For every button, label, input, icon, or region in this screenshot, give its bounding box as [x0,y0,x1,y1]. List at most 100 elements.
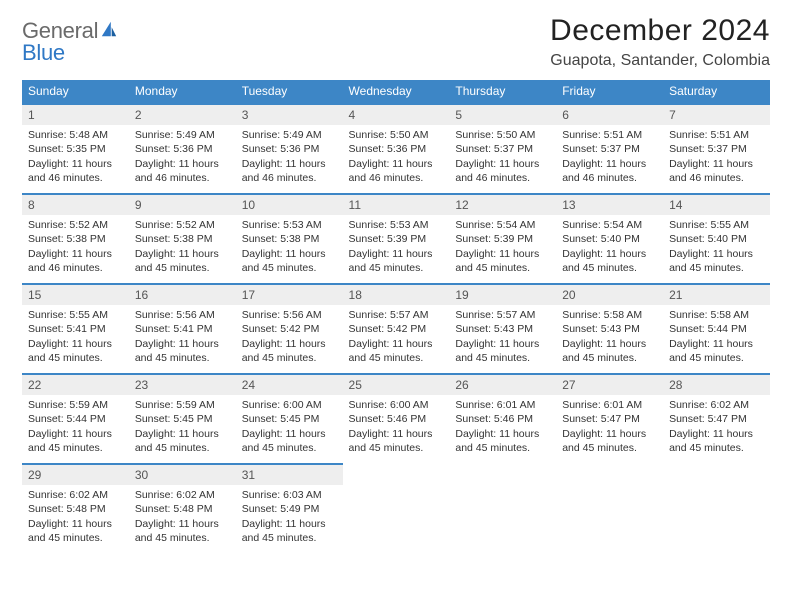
day-number: 6 [556,103,663,125]
sunrise-text: Sunrise: 5:51 AM [669,128,764,142]
day-number: 2 [129,103,236,125]
daylight-text: and 45 minutes. [669,441,764,455]
day-number: 9 [129,193,236,215]
day-body: Sunrise: 5:56 AMSunset: 5:41 PMDaylight:… [129,305,236,369]
calendar-day-cell: 2Sunrise: 5:49 AMSunset: 5:36 PMDaylight… [129,103,236,193]
daylight-text: and 45 minutes. [135,531,230,545]
sunset-text: Sunset: 5:38 PM [135,232,230,246]
daylight-text: and 45 minutes. [562,441,657,455]
calendar-body: 1Sunrise: 5:48 AMSunset: 5:35 PMDaylight… [22,103,770,553]
day-number: 27 [556,373,663,395]
day-number: 7 [663,103,770,125]
daylight-text: and 46 minutes. [349,171,444,185]
calendar-week-row: 1Sunrise: 5:48 AMSunset: 5:35 PMDaylight… [22,103,770,193]
sunset-text: Sunset: 5:42 PM [242,322,337,336]
daylight-text: Daylight: 11 hours [455,247,550,261]
brand-word-2: Blue [22,40,65,65]
day-body: Sunrise: 5:58 AMSunset: 5:43 PMDaylight:… [556,305,663,369]
daylight-text: and 45 minutes. [349,441,444,455]
day-body: Sunrise: 5:49 AMSunset: 5:36 PMDaylight:… [236,125,343,189]
calendar-day-cell: 27Sunrise: 6:01 AMSunset: 5:47 PMDayligh… [556,373,663,463]
sunrise-text: Sunrise: 6:01 AM [455,398,550,412]
sunrise-text: Sunrise: 5:54 AM [455,218,550,232]
daylight-text: and 45 minutes. [28,531,123,545]
sunset-text: Sunset: 5:37 PM [455,142,550,156]
calendar-day-cell: 20Sunrise: 5:58 AMSunset: 5:43 PMDayligh… [556,283,663,373]
sunset-text: Sunset: 5:35 PM [28,142,123,156]
daylight-text: and 45 minutes. [135,441,230,455]
daylight-text: Daylight: 11 hours [28,157,123,171]
day-number: 14 [663,193,770,215]
day-body: Sunrise: 5:50 AMSunset: 5:36 PMDaylight:… [343,125,450,189]
sunrise-text: Sunrise: 6:00 AM [349,398,444,412]
day-number: 29 [22,463,129,485]
calendar-day-cell: 14Sunrise: 5:55 AMSunset: 5:40 PMDayligh… [663,193,770,283]
daylight-text: and 46 minutes. [242,171,337,185]
calendar-day-cell: 19Sunrise: 5:57 AMSunset: 5:43 PMDayligh… [449,283,556,373]
day-number: 4 [343,103,450,125]
day-number: 8 [22,193,129,215]
sunrise-text: Sunrise: 5:51 AM [562,128,657,142]
day-body: Sunrise: 5:54 AMSunset: 5:40 PMDaylight:… [556,215,663,279]
calendar-week-row: 29Sunrise: 6:02 AMSunset: 5:48 PMDayligh… [22,463,770,553]
day-number: 5 [449,103,556,125]
day-body: Sunrise: 6:02 AMSunset: 5:48 PMDaylight:… [129,485,236,549]
calendar-day-cell: 26Sunrise: 6:01 AMSunset: 5:46 PMDayligh… [449,373,556,463]
day-number: 12 [449,193,556,215]
weekday-header: Wednesday [343,80,450,103]
calendar-day-cell: 23Sunrise: 5:59 AMSunset: 5:45 PMDayligh… [129,373,236,463]
sunrise-text: Sunrise: 5:55 AM [28,308,123,322]
calendar-day-cell: 3Sunrise: 5:49 AMSunset: 5:36 PMDaylight… [236,103,343,193]
daylight-text: Daylight: 11 hours [669,157,764,171]
day-number: 28 [663,373,770,395]
daylight-text: Daylight: 11 hours [349,157,444,171]
calendar-table: SundayMondayTuesdayWednesdayThursdayFrid… [22,80,770,553]
sunset-text: Sunset: 5:41 PM [135,322,230,336]
daylight-text: Daylight: 11 hours [242,517,337,531]
day-number: 11 [343,193,450,215]
weekday-header: Sunday [22,80,129,103]
daylight-text: and 45 minutes. [349,261,444,275]
sunset-text: Sunset: 5:48 PM [28,502,123,516]
calendar-day-cell: 8Sunrise: 5:52 AMSunset: 5:38 PMDaylight… [22,193,129,283]
sunset-text: Sunset: 5:36 PM [135,142,230,156]
calendar-day-cell [343,463,450,553]
calendar-day-cell: 5Sunrise: 5:50 AMSunset: 5:37 PMDaylight… [449,103,556,193]
day-body: Sunrise: 5:56 AMSunset: 5:42 PMDaylight:… [236,305,343,369]
daylight-text: and 45 minutes. [455,261,550,275]
day-body: Sunrise: 5:53 AMSunset: 5:38 PMDaylight:… [236,215,343,279]
day-body: Sunrise: 5:54 AMSunset: 5:39 PMDaylight:… [449,215,556,279]
calendar-day-cell: 9Sunrise: 5:52 AMSunset: 5:38 PMDaylight… [129,193,236,283]
calendar-day-cell [556,463,663,553]
calendar-day-cell: 17Sunrise: 5:56 AMSunset: 5:42 PMDayligh… [236,283,343,373]
sunset-text: Sunset: 5:41 PM [28,322,123,336]
sunset-text: Sunset: 5:37 PM [562,142,657,156]
daylight-text: Daylight: 11 hours [669,337,764,351]
day-number: 17 [236,283,343,305]
daylight-text: Daylight: 11 hours [455,337,550,351]
daylight-text: Daylight: 11 hours [135,157,230,171]
sunrise-text: Sunrise: 5:57 AM [455,308,550,322]
day-body: Sunrise: 5:59 AMSunset: 5:44 PMDaylight:… [22,395,129,459]
calendar-week-row: 8Sunrise: 5:52 AMSunset: 5:38 PMDaylight… [22,193,770,283]
sunset-text: Sunset: 5:40 PM [669,232,764,246]
day-number: 23 [129,373,236,395]
calendar-day-cell: 6Sunrise: 5:51 AMSunset: 5:37 PMDaylight… [556,103,663,193]
calendar-day-cell: 22Sunrise: 5:59 AMSunset: 5:44 PMDayligh… [22,373,129,463]
sunset-text: Sunset: 5:37 PM [669,142,764,156]
day-number: 30 [129,463,236,485]
sunrise-text: Sunrise: 5:49 AM [242,128,337,142]
day-body: Sunrise: 6:03 AMSunset: 5:49 PMDaylight:… [236,485,343,549]
daylight-text: Daylight: 11 hours [242,247,337,261]
day-body: Sunrise: 5:57 AMSunset: 5:42 PMDaylight:… [343,305,450,369]
sunset-text: Sunset: 5:38 PM [28,232,123,246]
sunset-text: Sunset: 5:39 PM [455,232,550,246]
day-body: Sunrise: 6:02 AMSunset: 5:48 PMDaylight:… [22,485,129,549]
day-number: 31 [236,463,343,485]
sunrise-text: Sunrise: 5:59 AM [135,398,230,412]
daylight-text: Daylight: 11 hours [455,157,550,171]
daylight-text: Daylight: 11 hours [349,337,444,351]
day-body: Sunrise: 5:59 AMSunset: 5:45 PMDaylight:… [129,395,236,459]
daylight-text: and 45 minutes. [135,351,230,365]
daylight-text: Daylight: 11 hours [455,427,550,441]
